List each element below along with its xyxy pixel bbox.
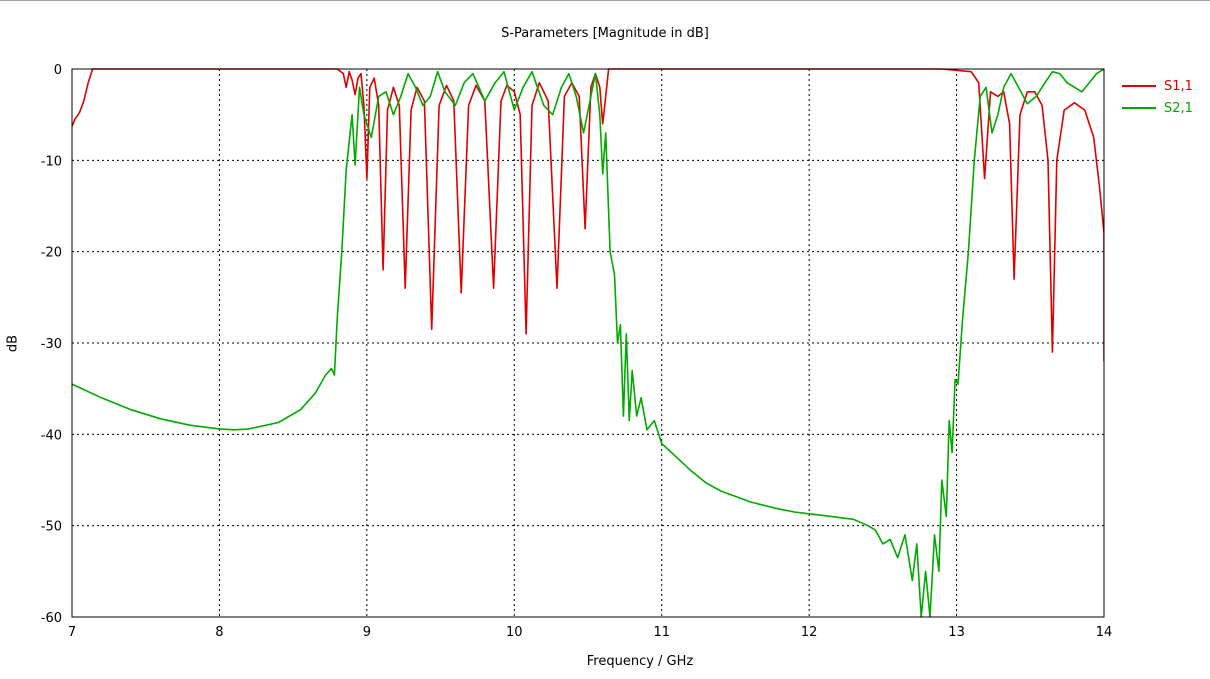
series-line-s11 [72, 68, 1104, 362]
plot-frame [71, 68, 1105, 618]
series-line-s21 [72, 68, 1104, 618]
y-tick-label: -50 [41, 520, 62, 535]
tick-layer: 7 8 9 10 11 12 13 14 0 -10 -20 -30 -40 -50 -60 [41, 63, 1113, 640]
legend-item-s11[interactable]: S1,1 [1122, 75, 1193, 97]
x-tick-label: 8 [215, 625, 223, 640]
x-tick-label: 10 [506, 625, 523, 640]
legend: S1,1 S2,1 [1122, 75, 1193, 119]
x-tick-label: 11 [653, 625, 670, 640]
y-axis-label: dB [5, 334, 21, 353]
chart-title: S-Parameters [Magnitude in dB] [501, 26, 709, 41]
x-tick-label: 13 [948, 625, 965, 640]
y-tick-label: -10 [41, 154, 62, 169]
series-layer [72, 68, 1104, 618]
legend-item-s21[interactable]: S2,1 [1122, 97, 1193, 119]
legend-label-s21: S2,1 [1164, 100, 1193, 116]
top-rule [0, 0, 1210, 1]
y-tick-label: -60 [41, 611, 62, 626]
x-tick-label: 9 [363, 625, 371, 640]
x-tick-label: 12 [801, 625, 818, 640]
y-tick-label: -20 [41, 246, 62, 261]
legend-label-s11: S1,1 [1164, 78, 1193, 94]
legend-swatch-s21 [1122, 107, 1156, 109]
x-axis-label: Frequency / GHz [586, 654, 694, 669]
y-tick-label: -40 [41, 428, 62, 443]
y-tick-label: 0 [54, 63, 62, 78]
grid-layer [72, 69, 1104, 617]
x-tick-label: 14 [1096, 625, 1113, 640]
legend-swatch-s11 [1122, 85, 1156, 87]
x-tick-label: 7 [68, 625, 76, 640]
y-tick-label: -30 [41, 337, 62, 352]
